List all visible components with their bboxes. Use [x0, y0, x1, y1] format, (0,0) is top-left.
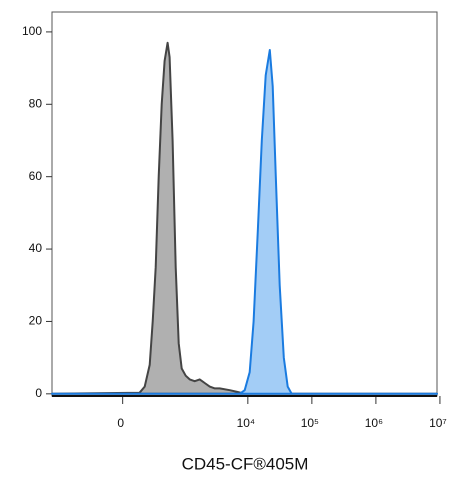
x-tick-label: 10⁵ — [301, 416, 319, 430]
y-tick-label: 40 — [29, 241, 43, 255]
histogram-area — [51, 41, 438, 395]
plot-frame — [51, 11, 438, 397]
y-tick-label: 60 — [29, 169, 43, 183]
y-tick-label: 20 — [29, 314, 43, 328]
x-tick-label: 10⁷ — [429, 416, 447, 430]
x-tick-label: 10⁴ — [237, 416, 256, 430]
x-tick-label: 0 — [117, 416, 124, 430]
y-tick-label: 0 — [35, 386, 42, 400]
y-tick-label: 100 — [22, 24, 42, 38]
histogram-area — [51, 49, 438, 395]
y-tick-label: 80 — [29, 96, 43, 110]
x-axis-label: CD45-CF®405M — [182, 454, 309, 473]
x-tick-label: 10⁶ — [365, 416, 383, 430]
